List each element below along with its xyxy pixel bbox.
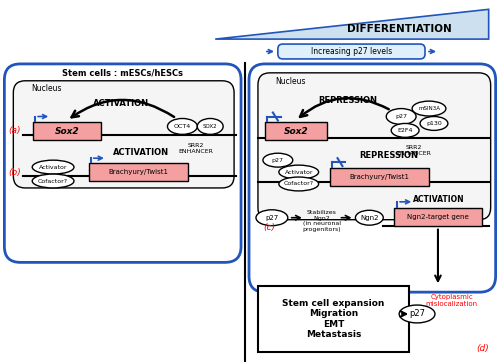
Text: SRR2
ENHANCER: SRR2 ENHANCER (179, 143, 214, 154)
Ellipse shape (168, 118, 198, 134)
FancyBboxPatch shape (278, 44, 425, 59)
Ellipse shape (263, 153, 293, 167)
FancyBboxPatch shape (258, 73, 490, 220)
Text: (a): (a) (8, 126, 21, 135)
Text: Brachyury/Twist1: Brachyury/Twist1 (350, 174, 410, 180)
Text: Activator: Activator (284, 170, 313, 175)
Ellipse shape (399, 305, 435, 323)
Ellipse shape (386, 109, 416, 125)
Text: p27: p27 (266, 215, 278, 221)
Ellipse shape (412, 101, 446, 116)
Text: ACTIVATION: ACTIVATION (92, 99, 149, 108)
Text: Stem cells : mESCs/hESCs: Stem cells : mESCs/hESCs (62, 68, 183, 77)
Text: Cofactor?: Cofactor? (38, 179, 68, 184)
Ellipse shape (391, 123, 419, 137)
Ellipse shape (32, 160, 74, 174)
Bar (394, 208, 482, 226)
Text: Nucleus: Nucleus (31, 84, 62, 93)
Text: p27: p27 (395, 114, 407, 119)
Text: Stem cell expansion
Migration
EMT
Metastasis: Stem cell expansion Migration EMT Metast… (282, 299, 384, 339)
Text: p27: p27 (272, 158, 284, 163)
Text: Ngn2: Ngn2 (360, 215, 378, 221)
Bar (89, 163, 188, 181)
Ellipse shape (279, 177, 318, 191)
Text: DIFFERENTIATION: DIFFERENTIATION (347, 24, 452, 34)
Text: Stabilizes
Ngn2
(in neuronal
progenitors): Stabilizes Ngn2 (in neuronal progenitors… (302, 210, 341, 232)
Polygon shape (215, 9, 488, 39)
Text: Cofactor?: Cofactor? (284, 182, 314, 187)
Text: Sox2: Sox2 (284, 127, 308, 136)
Text: Activator: Activator (39, 164, 68, 170)
Text: Ngn2-target gene: Ngn2-target gene (407, 214, 469, 220)
Text: REPRESSION: REPRESSION (360, 151, 418, 160)
Text: p130: p130 (426, 121, 442, 126)
Bar (258, 286, 409, 352)
Text: mSIN3A: mSIN3A (418, 106, 440, 111)
Text: SOX2: SOX2 (203, 124, 218, 129)
Text: Increasing p27 levels: Increasing p27 levels (311, 47, 392, 56)
Text: (c): (c) (263, 223, 275, 232)
Ellipse shape (279, 165, 318, 179)
FancyBboxPatch shape (4, 64, 241, 262)
FancyBboxPatch shape (14, 81, 234, 188)
Text: (b): (b) (8, 168, 21, 176)
Text: OCT4: OCT4 (174, 124, 191, 129)
Ellipse shape (32, 174, 74, 188)
FancyBboxPatch shape (249, 64, 496, 292)
Text: Brachyury/Twist1: Brachyury/Twist1 (108, 169, 168, 175)
Bar (265, 122, 326, 140)
Text: E2F4: E2F4 (398, 128, 413, 133)
Ellipse shape (198, 118, 223, 134)
Ellipse shape (420, 117, 448, 130)
Bar (33, 122, 101, 140)
Text: ACTIVATION: ACTIVATION (413, 195, 465, 204)
Text: Nucleus: Nucleus (275, 77, 306, 86)
Text: SRR2
ENHANCER: SRR2 ENHANCER (396, 145, 432, 156)
Text: Cytoplasmic
mislocalization: Cytoplasmic mislocalization (426, 294, 478, 307)
Ellipse shape (356, 210, 384, 225)
Text: p27: p27 (409, 310, 425, 318)
Text: Sox2: Sox2 (54, 127, 80, 136)
Text: ACTIVATION: ACTIVATION (112, 148, 168, 157)
Bar (330, 168, 429, 186)
Text: (d): (d) (476, 344, 488, 353)
Ellipse shape (256, 210, 288, 226)
Text: REPRESSION: REPRESSION (318, 96, 377, 105)
